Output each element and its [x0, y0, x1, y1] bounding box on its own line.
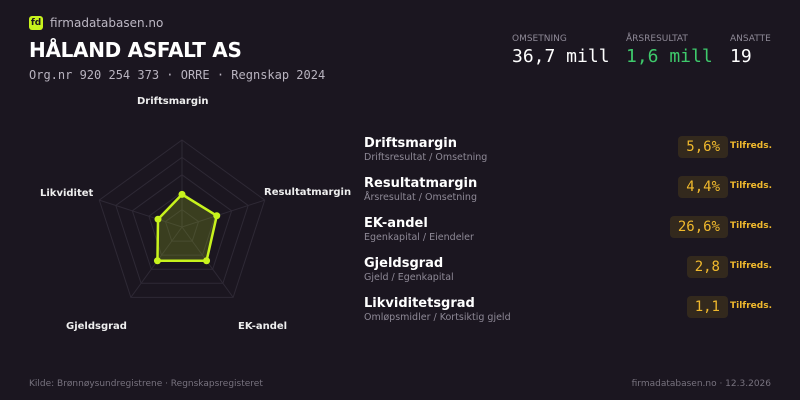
radar-series — [156, 193, 219, 263]
metric-value: 5,6% — [678, 136, 728, 158]
metric-name: EK-andel — [364, 216, 428, 231]
metric-name: Likviditetsgrad — [364, 296, 475, 311]
radar-grid-ring — [98, 139, 266, 298]
radar-point — [213, 212, 221, 220]
radar-point — [153, 257, 161, 265]
kpi-value-revenue: 36,7 mill — [512, 46, 610, 67]
radar-point — [178, 190, 186, 198]
metric-row: Likviditetsgrad Omløpsmidler / Kortsikti… — [364, 290, 776, 330]
radar-grid-ring — [131, 174, 233, 270]
metric-status: Tilfreds. — [730, 301, 772, 311]
metric-status: Tilfreds. — [730, 261, 772, 271]
metric-row: EK-andel Egenkapital / Eiendeler 26,6% T… — [364, 210, 776, 250]
metric-value: 4,4% — [678, 176, 728, 198]
radar-point — [203, 257, 211, 265]
metric-formula: Egenkapital / Eiendeler — [364, 232, 474, 243]
metric-name: Driftsmargin — [364, 136, 458, 151]
metric-value: 26,6% — [669, 216, 728, 238]
company-subtitle: Org.nr 920 254 373 · ORRE · Regnskap 202… — [29, 68, 326, 82]
metric-row: Driftsmargin Driftsresultat / Omsetning … — [364, 130, 776, 170]
radar-grid-ring — [115, 156, 249, 284]
metric-formula: Driftsresultat / Omsetning — [364, 152, 488, 163]
logo: fd — [29, 16, 43, 30]
footer-site-date: firmadatabasen.no · 12.3.2026 — [631, 379, 771, 389]
kpi-value-result: 1,6 mill — [626, 46, 713, 67]
axis-label: Likviditet — [40, 188, 94, 199]
axis-label: EK-andel — [238, 321, 288, 332]
radar-chart — [98, 139, 266, 298]
site-name: firmadatabasen.no — [50, 16, 164, 30]
axis-label: Driftsmargin — [137, 96, 209, 107]
company-name: HÅLAND ASFALT AS — [29, 38, 242, 62]
metric-status: Tilfreds. — [730, 141, 772, 151]
radar-spoke — [181, 199, 265, 228]
axis-label: Resultatmargin — [264, 187, 352, 198]
metric-formula: Omløpsmidler / Kortsiktig gjeld — [364, 312, 511, 323]
metric-row: Resultatmargin Årsresultat / Omsetning 4… — [364, 170, 776, 210]
kpi-value-employees: 19 — [730, 46, 752, 67]
metric-status: Tilfreds. — [730, 221, 772, 231]
axis-label: Gjeldsgrad — [66, 321, 127, 332]
footer-source: Kilde: Brønnøysundregistrene · Regnskaps… — [29, 379, 263, 389]
metric-formula: Gjeld / Egenkapital — [364, 272, 454, 283]
metric-name: Gjeldsgrad — [364, 256, 444, 271]
metric-value: 2,8 — [686, 256, 728, 278]
radar-point — [154, 215, 162, 223]
kpi-label-revenue: OMSETNING — [512, 34, 567, 44]
kpi-label-result: ÅRSRESULTAT — [626, 34, 688, 44]
metric-status: Tilfreds. — [730, 181, 772, 191]
radar-grid-ring — [164, 208, 200, 242]
metric-formula: Årsresultat / Omsetning — [364, 192, 477, 203]
radar-spoke — [99, 199, 183, 228]
metric-value: 1,1 — [686, 296, 728, 318]
metric-row: Gjeldsgrad Gjeld / Egenkapital 2,8 Tilfr… — [364, 250, 776, 290]
kpi-label-employees: ANSATTE — [730, 34, 771, 44]
metric-name: Resultatmargin — [364, 176, 478, 191]
